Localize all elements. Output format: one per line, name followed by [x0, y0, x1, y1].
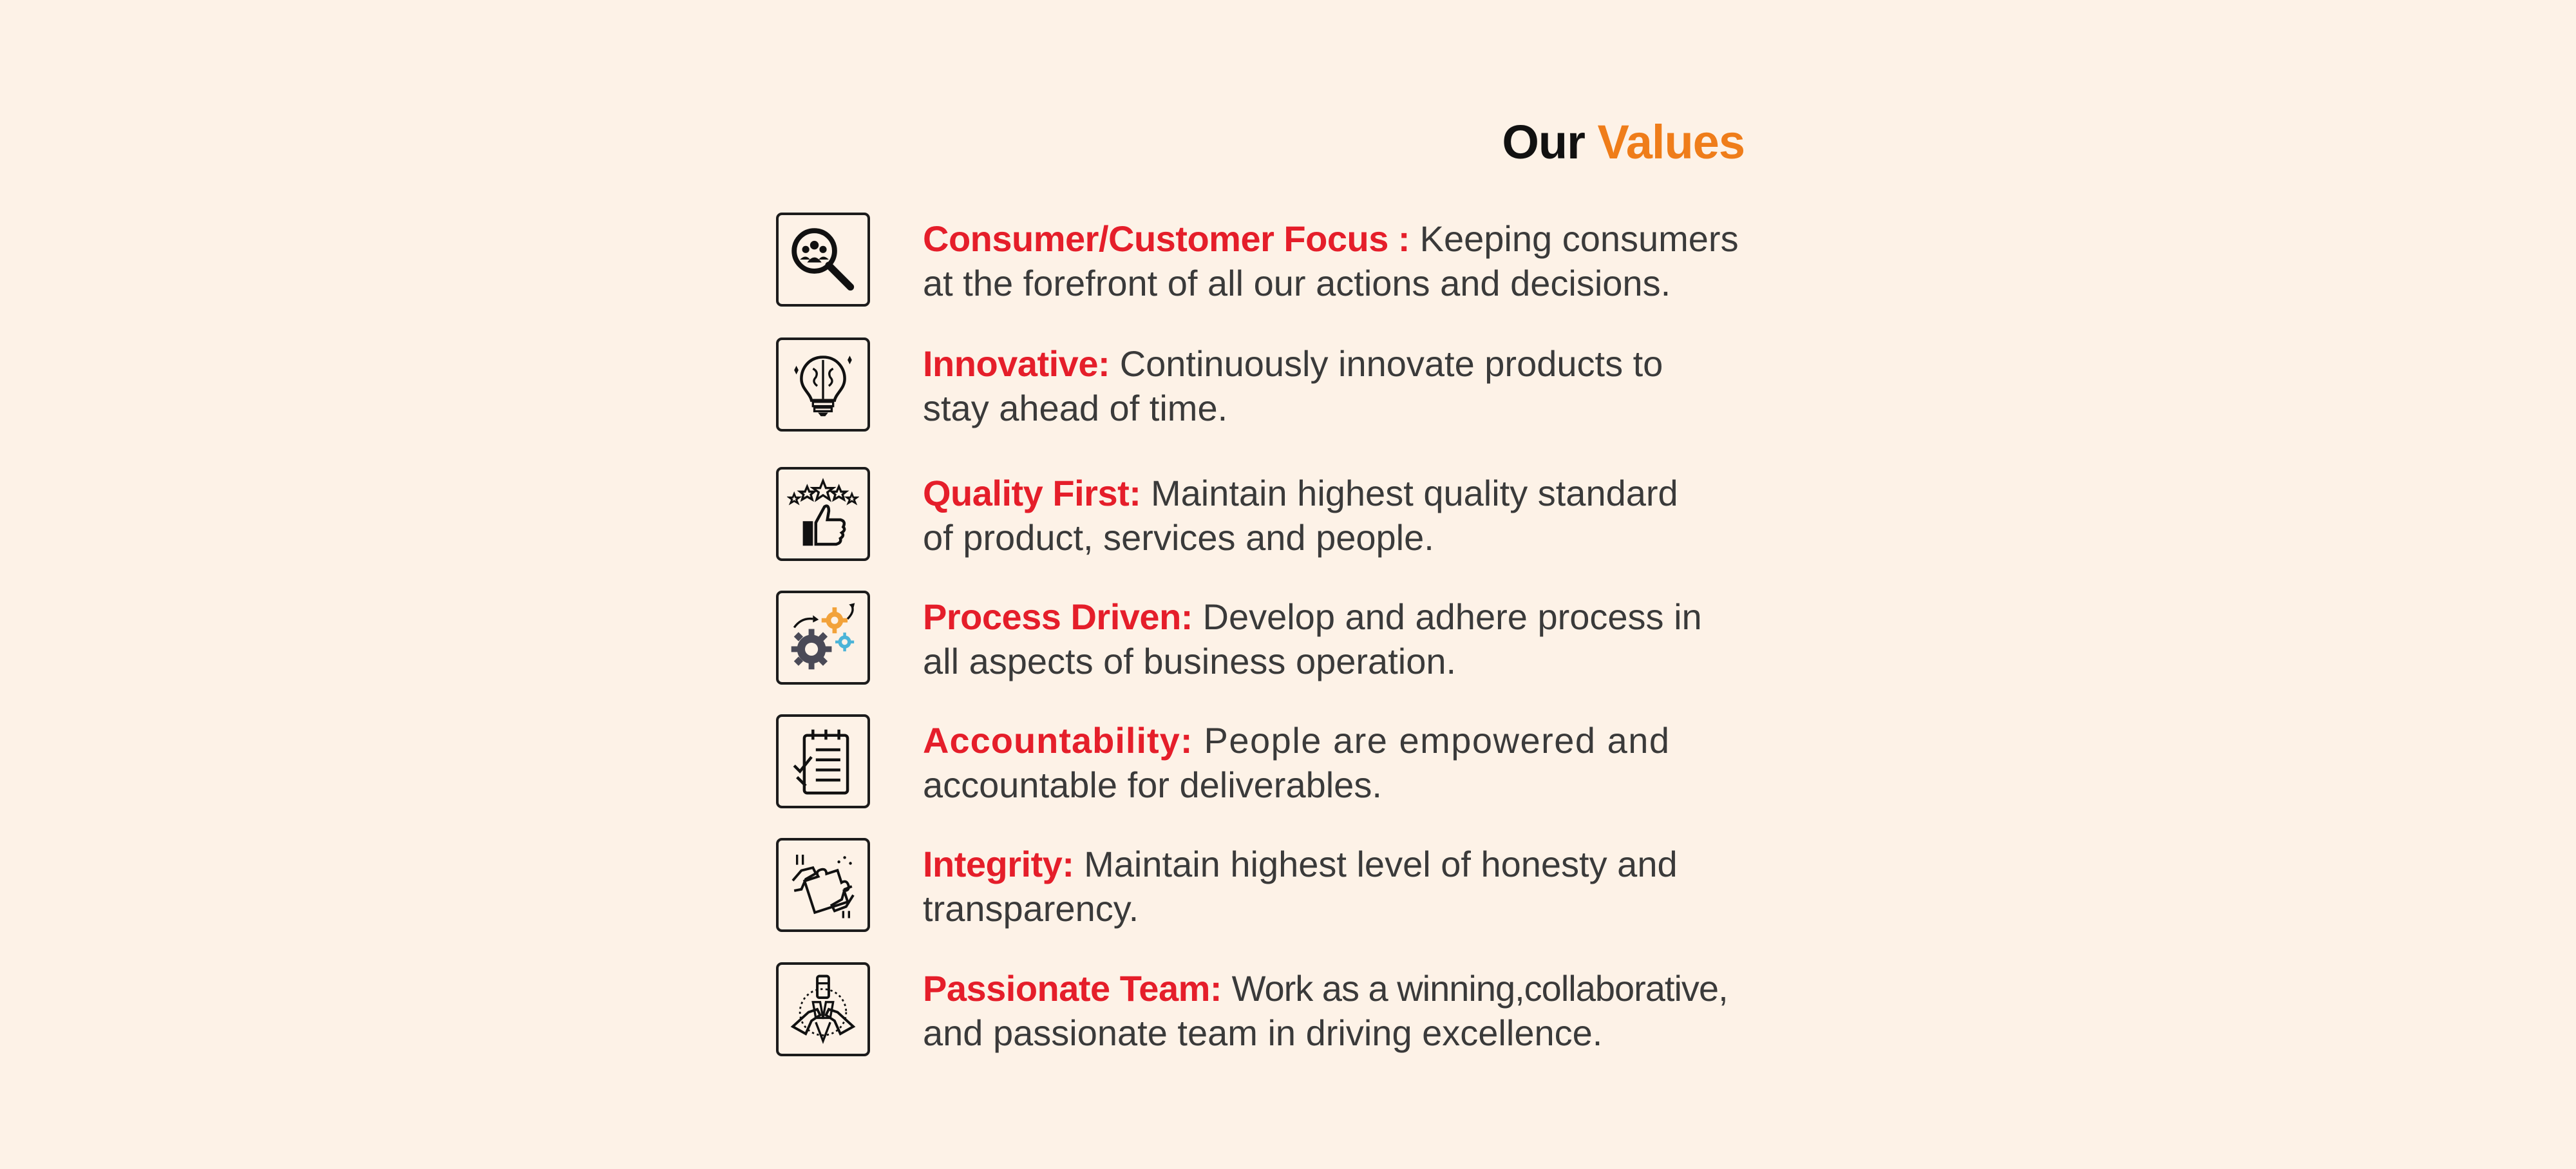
customer-search-icon	[791, 228, 855, 291]
value-desc-line2: of product, services and people.	[923, 517, 1434, 558]
value-item-innovative: Innovative: Continuously innovate produc…	[776, 337, 1781, 434]
value-label: Process Driven:	[923, 596, 1193, 637]
value-desc-line2: transparency.	[923, 888, 1139, 929]
brain-lightbulb-icon	[794, 356, 852, 417]
value-label: Consumer/Customer Focus :	[923, 218, 1410, 259]
title-part1: Our	[1502, 115, 1586, 169]
title-part2: Values	[1597, 115, 1745, 169]
value-text: Innovative: Continuously innovate produc…	[923, 341, 1783, 430]
thumbs-up-stars-icon	[787, 478, 859, 546]
puzzle-hands-icon	[791, 854, 855, 918]
team-hands-icon	[790, 974, 856, 1044]
value-text: Integrity: Maintain highest level of hon…	[923, 842, 1783, 931]
value-label: Passionate Team:	[923, 968, 1222, 1009]
value-desc-line2: at the forefront of all our actions and …	[923, 263, 1671, 303]
checklist-clipboard-icon	[793, 729, 849, 795]
gears-process-icon	[791, 603, 855, 670]
value-icon-frame	[776, 714, 870, 808]
value-item-customer-focus: Consumer/Customer Focus : Keeping consum…	[776, 213, 1781, 309]
value-label: Quality First:	[923, 473, 1141, 513]
value-desc-line2: and passionate team in driving excellenc…	[923, 1012, 1603, 1053]
value-text: Accountability: People are empowered and…	[923, 718, 1783, 807]
value-text: Passionate Team: Work as a winning,colla…	[923, 966, 1783, 1055]
value-item-quality-first: Quality First: Maintain highest quality …	[776, 467, 1781, 564]
value-text: Process Driven: Develop and adhere proce…	[923, 594, 1783, 683]
value-desc-line1: Develop and adhere process in	[1202, 596, 1702, 637]
value-desc-line1: Work as a winning,collaborative,	[1231, 968, 1728, 1009]
value-desc-line1: Maintain highest quality standard	[1150, 473, 1678, 513]
value-item-accountability: Accountability: People are empowered and…	[776, 714, 1781, 811]
value-icon-frame	[776, 962, 870, 1056]
value-text: Quality First: Maintain highest quality …	[923, 471, 1783, 560]
value-label: Innovative:	[923, 343, 1110, 384]
value-desc-line2: stay ahead of time.	[923, 388, 1228, 428]
value-item-passionate-team: Passionate Team: Work as a winning,colla…	[776, 962, 1781, 1059]
value-desc-line2: accountable for deliverables.	[923, 765, 1382, 805]
value-label: Integrity:	[923, 844, 1074, 884]
value-icon-frame	[776, 591, 870, 685]
value-icon-frame	[776, 213, 870, 307]
value-icon-frame	[776, 467, 870, 561]
value-text: Consumer/Customer Focus : Keeping consum…	[923, 216, 1783, 305]
value-desc-line1: People are empowered and	[1204, 720, 1671, 761]
value-label: Accountability:	[923, 720, 1193, 761]
value-desc-line1: Maintain highest level of honesty and	[1084, 844, 1678, 884]
value-desc-line2: all aspects of business operation.	[923, 641, 1457, 681]
value-item-integrity: Integrity: Maintain highest level of hon…	[776, 838, 1781, 935]
value-item-process-driven: Process Driven: Develop and adhere proce…	[776, 591, 1781, 687]
value-icon-frame	[776, 337, 870, 432]
value-desc-line1: Continuously innovate products to	[1119, 343, 1663, 384]
value-desc-line1: Keeping consumers	[1419, 218, 1739, 259]
page-title: Our Values	[1502, 115, 1745, 169]
value-icon-frame	[776, 838, 870, 932]
